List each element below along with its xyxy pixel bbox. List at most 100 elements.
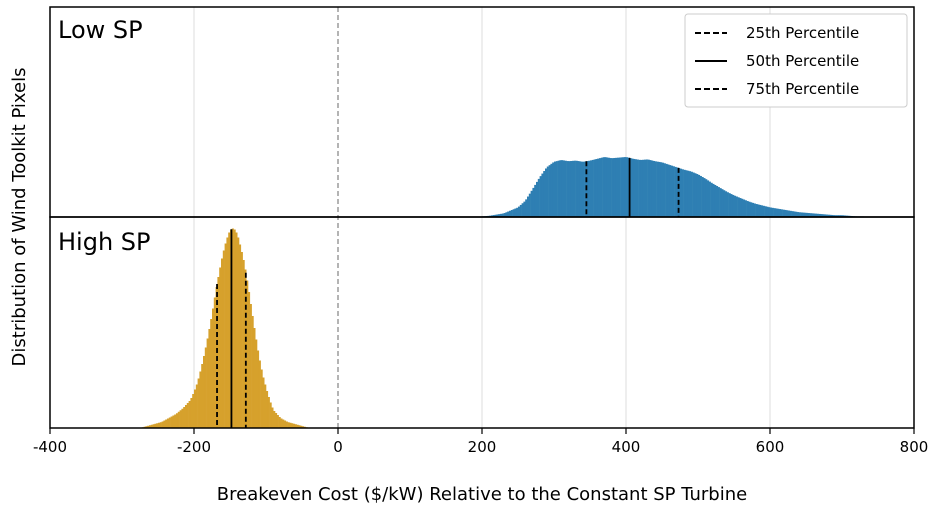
histogram-bar	[764, 206, 767, 217]
histogram-bar	[676, 167, 679, 217]
histogram-bar	[221, 258, 224, 428]
histogram-bar	[572, 160, 575, 217]
histogram-bar	[298, 425, 301, 428]
histogram-bar	[521, 203, 524, 217]
histogram-bar	[606, 157, 609, 217]
histogram-bar	[611, 158, 614, 217]
x-tick-label: 600	[756, 438, 785, 456]
histogram-bar	[629, 158, 632, 217]
histogram-bar	[276, 415, 279, 428]
histogram-bar	[656, 161, 659, 217]
histogram-bar	[172, 415, 175, 428]
histogram-bar	[741, 198, 744, 217]
histogram-bar	[176, 413, 179, 428]
histogram-bar	[797, 212, 800, 217]
histogram-bar	[838, 215, 841, 217]
histogram-bar	[588, 160, 591, 217]
histogram-bar	[710, 182, 713, 217]
histogram-bar	[550, 163, 553, 217]
histogram-bar	[681, 169, 684, 217]
histogram-bar	[771, 207, 774, 217]
histogram-bar	[181, 408, 184, 428]
histogram-bar	[827, 214, 830, 217]
histogram-bar	[192, 394, 195, 428]
histogram-bar	[795, 211, 798, 217]
histogram-bar	[692, 172, 695, 217]
histogram-bar	[514, 208, 517, 217]
histogram-bar	[714, 184, 717, 217]
histogram-bars	[140, 157, 864, 428]
histogram-bar	[743, 199, 746, 217]
x-tick-label: -400	[33, 438, 67, 456]
histogram-bar	[658, 161, 661, 217]
histogram-bar	[683, 169, 686, 217]
histogram-bar	[539, 176, 542, 217]
histogram-bar	[204, 347, 207, 428]
histogram-bar	[813, 213, 816, 217]
histogram-bar	[284, 420, 287, 428]
histogram-bar	[170, 416, 173, 428]
histogram-bar	[280, 418, 283, 428]
histogram-bar	[285, 421, 288, 428]
histogram-bar	[168, 417, 171, 428]
histogram-bar	[555, 161, 558, 217]
histogram-bar	[707, 180, 710, 217]
histogram-bar	[494, 214, 497, 217]
histogram-bar	[491, 215, 494, 217]
histogram-bar	[782, 209, 785, 217]
histogram-bar	[620, 157, 623, 217]
histogram-bar	[786, 210, 789, 217]
histogram-bar	[690, 171, 693, 217]
histogram-bar	[212, 308, 215, 428]
histogram-bar	[762, 205, 765, 217]
histogram-bar	[617, 157, 620, 217]
histogram-bar	[642, 159, 645, 217]
histogram-bar	[773, 208, 776, 217]
histogram-bar	[537, 178, 540, 217]
y-axis-title: Distribution of Wind Toolkit Pixels	[9, 68, 30, 367]
histogram-bar	[825, 214, 828, 217]
histogram-bar	[597, 158, 600, 217]
histogram-bar	[701, 177, 704, 217]
histogram-bar	[824, 214, 827, 217]
histogram-bar	[548, 165, 551, 217]
x-axis-ticks: -400 -200 0 200 400 600 800	[33, 428, 928, 456]
histogram-bar	[759, 204, 762, 217]
histogram-bar	[158, 422, 161, 428]
histogram-bar	[219, 267, 222, 428]
histogram-bar	[289, 422, 292, 428]
histogram-bar	[680, 168, 683, 217]
histogram-bar	[687, 170, 690, 217]
x-tick-label: -200	[177, 438, 211, 456]
histogram-bar	[561, 160, 564, 217]
histogram-bar	[654, 161, 657, 217]
histogram-bar	[809, 213, 812, 217]
histogram-bar	[633, 158, 636, 217]
histogram-bar	[649, 160, 652, 217]
histogram-bar	[559, 160, 562, 217]
histogram-bar	[554, 161, 557, 217]
histogram-bar	[195, 384, 198, 428]
histogram-bar	[167, 418, 170, 428]
histogram-bar	[251, 316, 254, 428]
histogram-bar	[570, 160, 573, 217]
histogram-bar	[775, 208, 778, 217]
histogram-bar	[802, 212, 805, 217]
histogram-bar	[590, 160, 593, 217]
histogram-bar	[300, 425, 303, 428]
histogram-bar	[631, 158, 634, 217]
histogram-bar	[237, 237, 240, 428]
histogram-bar	[665, 163, 668, 217]
histogram-bar	[500, 213, 503, 217]
histogram-bar	[732, 194, 735, 217]
histogram-bar	[843, 215, 846, 217]
histogram-bar	[258, 360, 261, 428]
histogram-bar	[728, 193, 731, 217]
histogram-bar	[165, 419, 168, 428]
histogram-bar	[719, 188, 722, 217]
histogram-bar	[516, 207, 519, 217]
histogram-bar	[750, 202, 753, 217]
histogram-bar	[748, 201, 751, 217]
histogram-bar	[746, 201, 749, 217]
